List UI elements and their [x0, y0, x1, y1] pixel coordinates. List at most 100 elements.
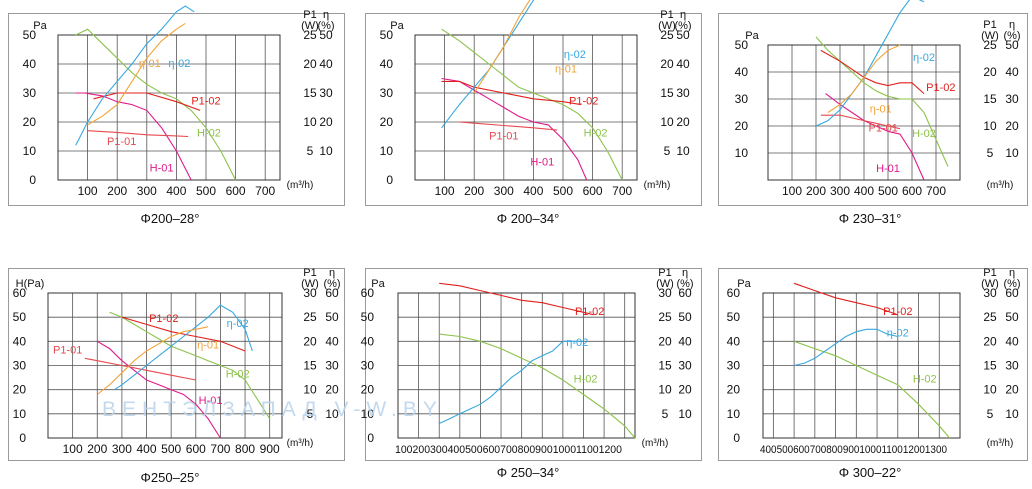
y-tick-2-4: 40	[380, 57, 394, 71]
y-tick-3-4: 50	[735, 38, 749, 52]
eta-tick-5-4: 50	[678, 310, 692, 324]
p1-tick-1-3: 20	[303, 57, 317, 71]
x-tick-4-2: 300	[112, 442, 132, 456]
eta-axis-label-1: η	[323, 9, 329, 21]
eta-tick-1-3: 40	[319, 57, 333, 71]
y-tick-3-1: 20	[735, 119, 749, 133]
eta-tick-2-3: 40	[676, 57, 690, 71]
eta-axis-label-2: η	[680, 9, 686, 21]
chart-caption-4: Φ250–25°	[140, 470, 200, 485]
y-tick-2-3: 30	[380, 86, 394, 100]
p1-tick-5-4: 25	[658, 310, 672, 324]
eta-tick-2-0: 10	[676, 144, 690, 158]
plot-frame-5	[397, 292, 636, 439]
x-tick-3-5: 600	[902, 184, 922, 198]
eta-tick-2-4: 50	[676, 28, 690, 42]
y-tick-6-3: 30	[727, 359, 741, 373]
y-axis-label-6: Pa	[737, 278, 751, 290]
y-tick-3-0: 10	[735, 146, 749, 160]
series-label-6-2: H-02	[913, 373, 937, 385]
eta-tick-5-3: 40	[678, 334, 692, 348]
series-line-6-H-02	[793, 340, 951, 439]
x-ticklabels-5: 100200300400500600700800900100011001200	[395, 444, 622, 456]
plot-frame-4	[47, 292, 283, 439]
series-line-1-P1-02	[93, 92, 201, 111]
x-tick-2-1: 200	[464, 184, 484, 198]
p1-tick-5-1: 10	[658, 383, 672, 397]
p1-tick-3-3: 20	[983, 65, 997, 79]
y-tick-5-1: 10	[361, 407, 375, 421]
y-tick-4-1: 10	[13, 407, 27, 421]
p1-tick-2-2: 15	[660, 86, 674, 100]
series-line-5-η-02	[438, 340, 584, 424]
y-axis-label-3: Pa	[745, 30, 759, 42]
y-tick-6-2: 20	[727, 383, 741, 397]
plot-frame-6	[762, 292, 961, 439]
p1-unit-label-6: (W)	[981, 278, 999, 290]
eta-tick-1-1: 20	[319, 115, 333, 129]
series-line-2-H-02	[441, 28, 623, 181]
x-tick-1-4: 500	[196, 184, 216, 198]
x-tick-4-6: 700	[210, 442, 230, 456]
series-label-1-5: H-01	[150, 162, 174, 174]
eta-tick-3-0: 10	[1005, 146, 1019, 160]
y-tick-4-2: 20	[13, 383, 27, 397]
x-unit-label-4: (m³/h)	[287, 438, 314, 449]
chart-panel-5	[365, 268, 702, 461]
y-tick-4-5: 50	[13, 310, 27, 324]
eta-unit-label-6: (%)	[1003, 278, 1020, 290]
x-unit-label-6: (m³/h)	[987, 438, 1014, 449]
eta-tick-5-5: 60	[678, 286, 692, 300]
chart-caption-2: Φ 200–34°	[496, 211, 560, 226]
series-label-4-5: H-01	[199, 395, 223, 407]
series-line-3-H-02	[815, 36, 949, 167]
eta-tick-5-2: 30	[678, 359, 692, 373]
series-line-5-P1-02	[439, 282, 594, 316]
p1-tick-3-0: 5	[987, 146, 994, 160]
y-tick-5-5: 50	[361, 310, 375, 324]
y-tick-4-0: 0	[19, 431, 26, 445]
p1-tick-6-4: 25	[983, 310, 997, 324]
plot-frame-2	[414, 34, 638, 181]
series-line-1-η-01	[87, 22, 186, 126]
series-line-1-H-01	[75, 92, 192, 181]
x-tick-4-0: 100	[63, 442, 83, 456]
p1-axis-label-5: P1	[658, 267, 671, 279]
x-unit-label-5: (m³/h)	[642, 438, 669, 449]
x-tick-2-6: 700	[612, 184, 632, 198]
x-tick-3-1: 200	[806, 184, 826, 198]
series-line-3-P1-02	[820, 49, 925, 95]
series-line-4-η-02	[114, 304, 253, 391]
x-tick-4-3: 400	[137, 442, 157, 456]
series-line-6-P1-02	[793, 282, 898, 316]
series-line-2-η-01	[473, 0, 531, 94]
eta-tick-6-0: 10	[1005, 407, 1019, 421]
eta-tick-2-2: 30	[676, 86, 690, 100]
eta-tick-1-4: 50	[319, 28, 333, 42]
x-tick-1-6: 700	[255, 184, 275, 198]
series-line-2-P1-01	[459, 121, 558, 131]
y-tick-1-3: 30	[23, 86, 37, 100]
y-tick-2-2: 20	[380, 115, 394, 129]
y-tick-6-1: 10	[727, 407, 741, 421]
series-label-2-4: H-02	[584, 128, 608, 140]
chart-caption-3: Φ 230–31°	[838, 211, 902, 226]
p1-tick-2-1: 10	[660, 115, 674, 129]
series-line-4-H-01	[97, 340, 221, 439]
y-tick-6-6: 60	[727, 286, 741, 300]
p1-axis-label-2: P1	[660, 9, 673, 21]
p1-tick-4-2: 15	[303, 359, 317, 373]
series-line-1-η-02	[75, 5, 195, 146]
y-tick-3-3: 40	[735, 65, 749, 79]
x-tick-1-2: 300	[137, 184, 157, 198]
eta-tick-6-3: 40	[1005, 334, 1019, 348]
y-tick-6-4: 40	[727, 334, 741, 348]
series-label-4-0: P1-02	[149, 313, 178, 325]
y-tick-2-5: 50	[380, 28, 394, 42]
y-tick-4-3: 30	[13, 359, 27, 373]
eta-tick-3-1: 20	[1005, 119, 1019, 133]
series-line-6-η-02	[793, 328, 898, 367]
chart-caption-1: Φ200–28°	[140, 211, 200, 226]
series-line-1-P1-01	[87, 130, 189, 138]
series-label-3-5: H-01	[876, 163, 900, 175]
